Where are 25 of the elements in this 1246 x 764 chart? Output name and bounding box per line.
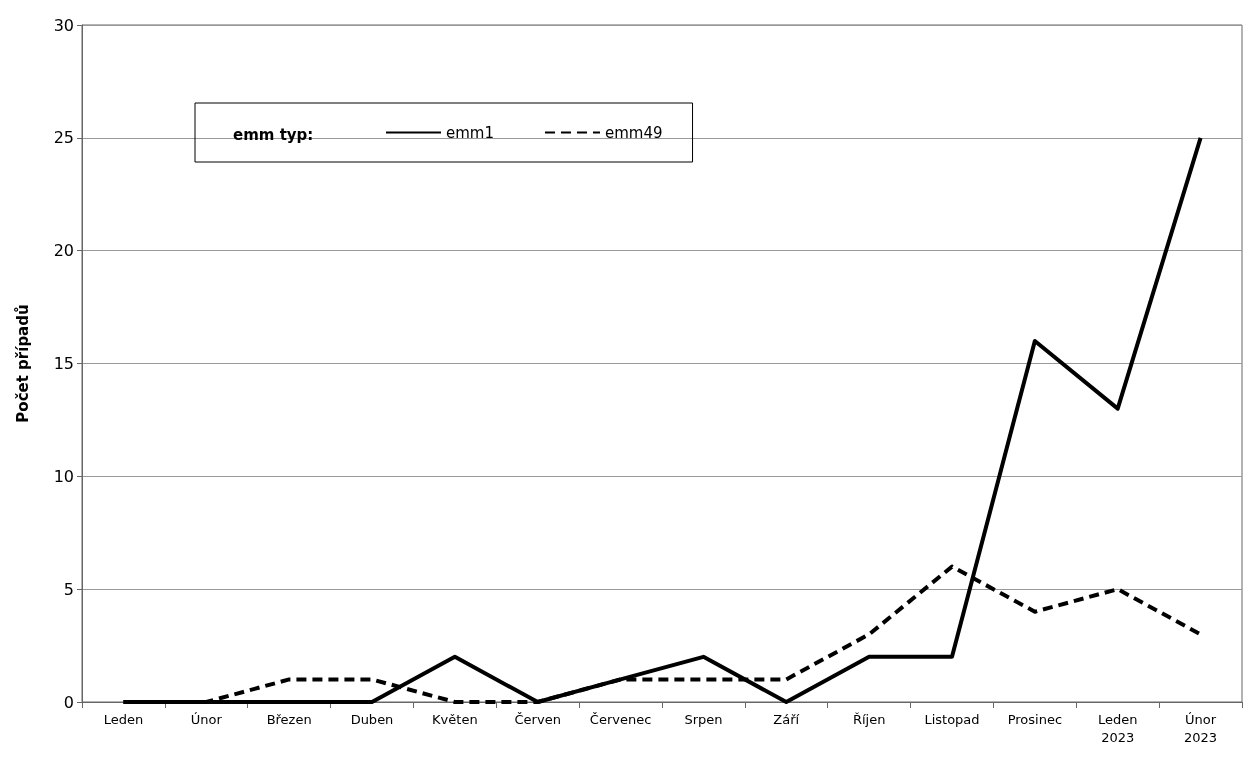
y-tick-label: 10 xyxy=(53,466,74,486)
y-axis-title: Počet případů xyxy=(13,304,32,423)
x-tick-label: Červen xyxy=(514,711,561,727)
x-tick-label: Leden 2023 xyxy=(1097,711,1138,745)
y-tick-label: 0 xyxy=(63,692,74,712)
x-tick-label: Prosinec xyxy=(1007,711,1063,727)
legend-label: emm1 xyxy=(446,123,494,142)
y-tick-label: 30 xyxy=(53,15,74,35)
x-tick-label: Září xyxy=(773,711,800,727)
y-tick-label: 20 xyxy=(53,241,74,261)
y-tick-label: 25 xyxy=(53,128,74,148)
x-tick-label: Duben xyxy=(350,711,394,727)
x-tick-label: Únor xyxy=(190,711,223,727)
x-tick-label: Únor 2023 xyxy=(1184,711,1218,745)
x-tick-label: Listopad xyxy=(924,711,980,727)
x-tick-label: Leden xyxy=(103,711,144,727)
y-tick-label: 5 xyxy=(63,579,74,599)
legend-title: emm typ: xyxy=(233,125,314,144)
x-tick-label: Květen xyxy=(432,711,478,727)
y-tick-label: 15 xyxy=(53,354,74,373)
x-tick-label: Březen xyxy=(266,711,312,727)
x-tick-label: Srpen xyxy=(684,711,723,727)
x-tick-label: Červenec xyxy=(589,711,652,727)
x-tick-label: Říjen xyxy=(852,711,886,727)
legend-label: emm49 xyxy=(605,123,663,142)
